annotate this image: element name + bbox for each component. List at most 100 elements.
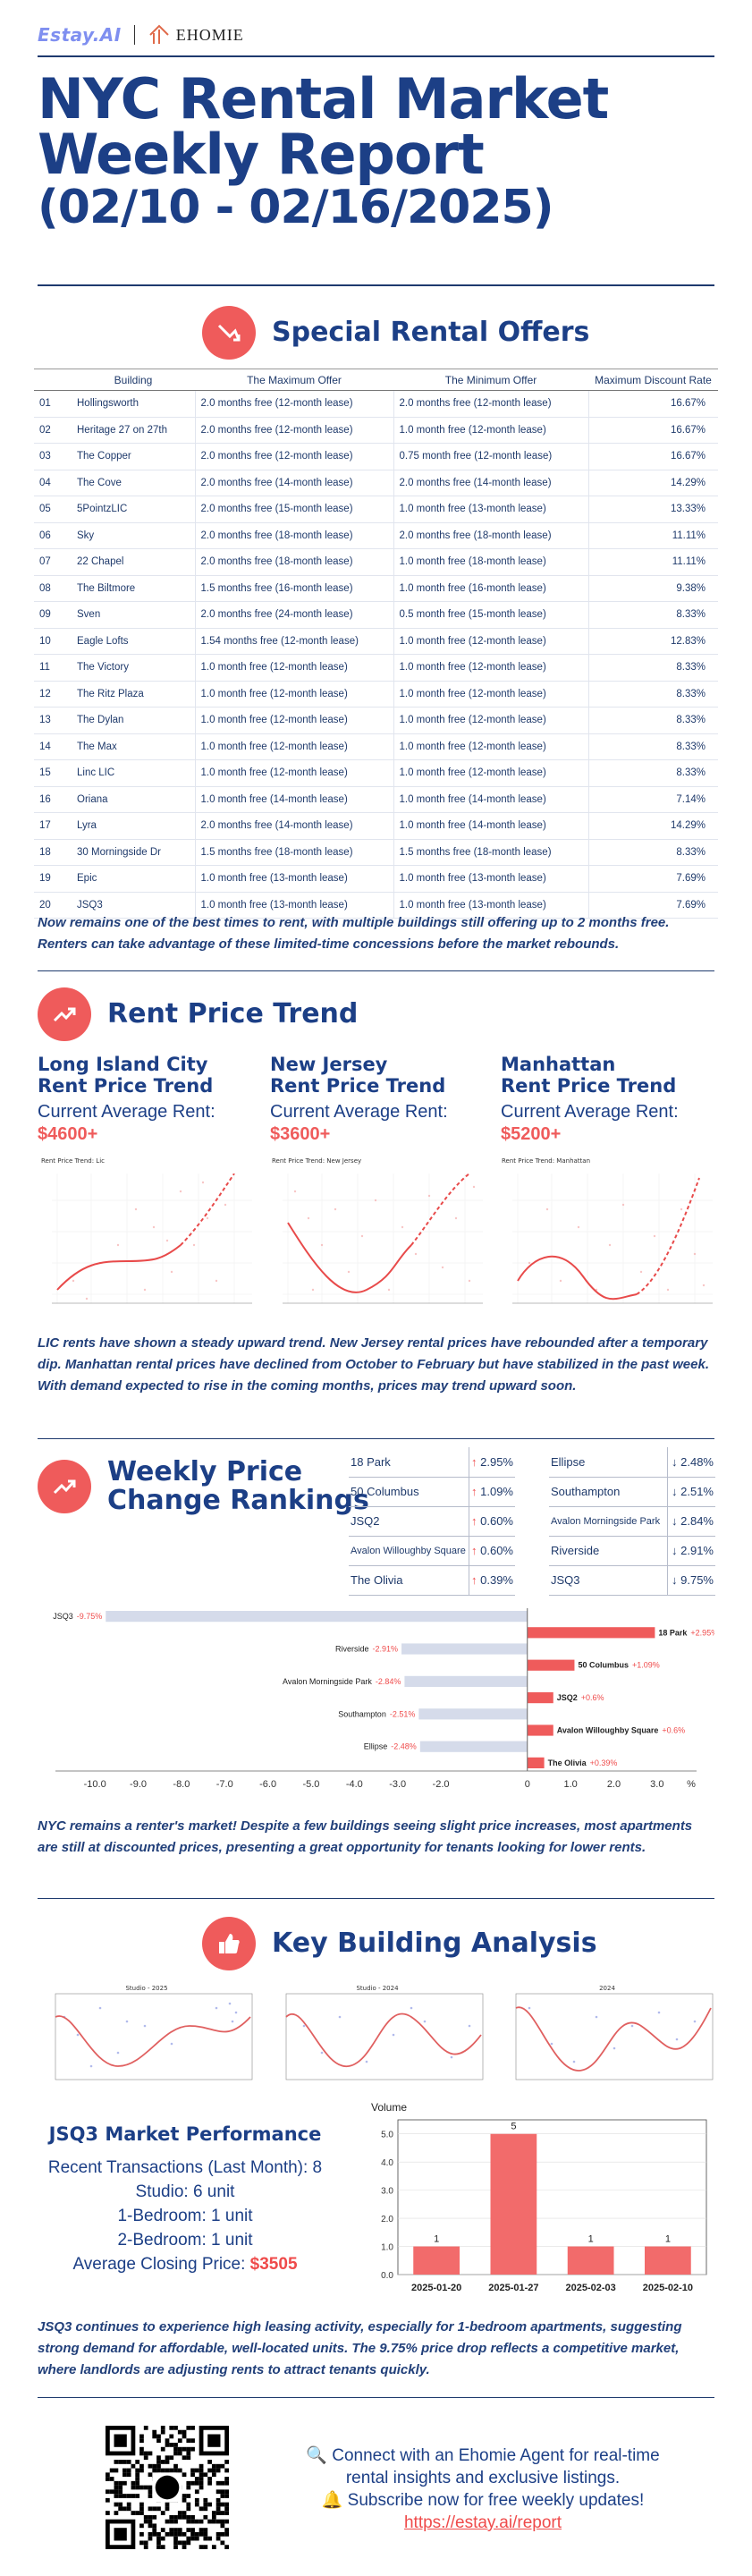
offer-max: 2.0 months free (14-month lease) [194,470,393,496]
offer-row: 08 The Biltmore 1.5 months free (16-month … [34,575,718,602]
bar-category: Avalon Willoughby Square [557,1726,659,1735]
weekly-title-line-2: Change Rankings [107,1485,369,1516]
offer-building: The Biltmore [72,575,195,602]
offer-min: 1.5 months free (18-month lease) [393,839,588,866]
arrow-down-icon: ↓ [672,1514,678,1528]
offer-building: JSQ3 [72,892,195,919]
ranking-value: 0.60% [480,1514,513,1528]
report-link[interactable]: https://estay.ai/report [403,2513,562,2532]
trend-up-icon [38,987,91,1041]
ranking-row: Southampton ↓ 2.51% [549,1477,715,1507]
ranking-building: JSQ2 [349,1506,469,1537]
offer-min: 1.0 month free (12-month lease) [393,733,588,760]
trend-nj-price: $3600+ [270,1124,331,1144]
offer-min: 1.0 month free (12-month lease) [393,628,588,655]
col-num [34,369,72,391]
ranking-change: ↑ 2.95% [468,1447,515,1478]
title-date-range: (02/10 - 02/16/2025) [38,181,553,234]
bar-category: Riverside [335,1645,369,1654]
offer-building: Hollingsworth [72,390,195,418]
ranking-change: ↑ 0.60% [468,1536,515,1566]
jsq3-performance: JSQ3 Market Performance Recent Transacti… [38,2122,333,2276]
offer-row: 11 The Victory 1.0 month free (12-month le… [34,654,718,682]
ehomie-logo[interactable]: EHOMIE [148,23,244,47]
x-tick-label: -4.0 [346,1779,363,1790]
offer-building: The Ritz Plaza [72,681,195,708]
estay-logo[interactable]: Estay.AI [38,24,122,46]
offer-min: 1.0 month free (14-month lease) [393,786,588,813]
title-line-2: Weekly Report [38,122,485,187]
offer-row: 13 The Dylan 1.0 month free (12-month leas… [34,707,718,734]
x-tick-label: -8.0 [173,1779,190,1790]
trend-rule [38,1438,714,1439]
offer-number: 17 [34,812,72,840]
offer-rate: 16.67% [587,443,718,470]
offer-number: 04 [34,470,72,496]
qr-code[interactable] [106,2426,229,2549]
ranking-building: The Olivia [349,1565,469,1596]
ranking-building: Avalon Morningside Park [549,1506,668,1537]
key-title: Key Building Analysis [272,1928,597,1959]
trend-lic: Long Island City Rent Price Trend Curren… [38,1054,257,1145]
offer-row: 12 The Ritz Plaza 1.0 month free (12-month… [34,681,718,708]
offers-rule [38,970,714,971]
brand-bar: Estay.AI EHOMIE [38,20,244,50]
offer-row: 09 Sven 2.0 months free (24-month lease) 0.… [34,601,718,629]
offer-max: 2.0 months free (15-month lease) [194,496,393,523]
ranking-row: Avalon Willoughby Square ↑ 0.60% [349,1536,515,1566]
manhattan-trend-chart: Rent Price Trend: Manhattan [502,1157,713,1304]
bar-value-label: +0.6% [662,1726,685,1735]
offers-note: Now remains one of the best times to ren… [38,915,670,952]
footer-line-3: 🔔 Subscribe now for free weekly updates! [321,2491,645,2510]
offer-number: 08 [34,575,72,602]
offer-rate: 16.67% [587,417,718,444]
offer-max: 1.0 month free (12-month lease) [194,759,393,787]
offer-min: 1.0 month free (13-month lease) [393,865,588,893]
trend-title: Rent Price Trend [107,998,359,1030]
offer-row: 15 Linc LIC 1.0 month free (12-month lease… [34,759,718,787]
offer-max: 2.0 months free (12-month lease) [194,443,393,470]
offer-building: 22 Chapel [72,548,195,576]
x-tick-label: 2025-02-10 [643,2283,693,2293]
offer-rate: 8.33% [587,733,718,760]
volume-value-label: 1 [434,2234,439,2245]
offer-number: 13 [34,707,72,734]
arrow-up-icon: ↑ [471,1514,477,1528]
offer-rate: 7.69% [587,892,718,919]
x-tick-label: -7.0 [216,1779,233,1790]
footer-line-2: rental insights and exclusive listings. [345,2469,621,2487]
x-tick-label: 1.0 [563,1779,577,1790]
offer-number: 03 [34,443,72,470]
offers-table-header: Building The Maximum Offer The Minimum O… [34,369,718,391]
arrow-up-icon: ↑ [471,1454,477,1469]
offer-number: 09 [34,601,72,629]
bar-label: 18 Park+2.95% [658,1628,714,1637]
offer-building: The Copper [72,443,195,470]
discount-tag-icon [202,306,256,360]
weekly-change-chart: -10.0 -9.0 -8.0 -7.0 -6.0 -5.0 -4.0 -3.0 -2.0 0 1.… [53,1608,714,1790]
bar-category: Avalon Morningside Park [283,1677,372,1686]
performance-studio: Studio: 6 unit [135,2182,235,2201]
offer-building: Lyra [72,812,195,840]
nj-chart-title: Rent Price Trend: New Jersey [272,1157,361,1165]
offer-number: 19 [34,865,72,893]
y-tick-label: 0.0 [381,2271,393,2281]
offer-rate: 12.83% [587,628,718,655]
nj-trend-chart: Rent Price Trend: New Jersey [272,1157,483,1304]
trend-lic-name: Long Island City [38,1054,208,1075]
offer-max: 1.0 month free (12-month lease) [194,654,393,682]
ranking-change: ↓ 2.91% [666,1536,715,1566]
offer-rate: 8.33% [587,601,718,629]
lic-trend-chart: Rent Price Trend: Lic [41,1157,252,1304]
offer-rate: 8.33% [587,839,718,866]
performance-2br: 2-Bedroom: 1 unit [117,2231,253,2250]
bar-label: Avalon Willoughby Square +0.6% [557,1726,685,1735]
offers-heading: Special Rental Offers [202,306,589,360]
offer-max: 1.0 month free (12-month lease) [194,733,393,760]
ranking-building: JSQ3 [549,1565,668,1596]
offer-building: The Cove [72,470,195,496]
bar-category: 18 Park [658,1628,688,1637]
arrow-up-icon: ↑ [471,1485,477,1498]
avg-label: Average Closing Price: [72,2255,250,2274]
x-tick-label: -5.0 [302,1779,319,1790]
